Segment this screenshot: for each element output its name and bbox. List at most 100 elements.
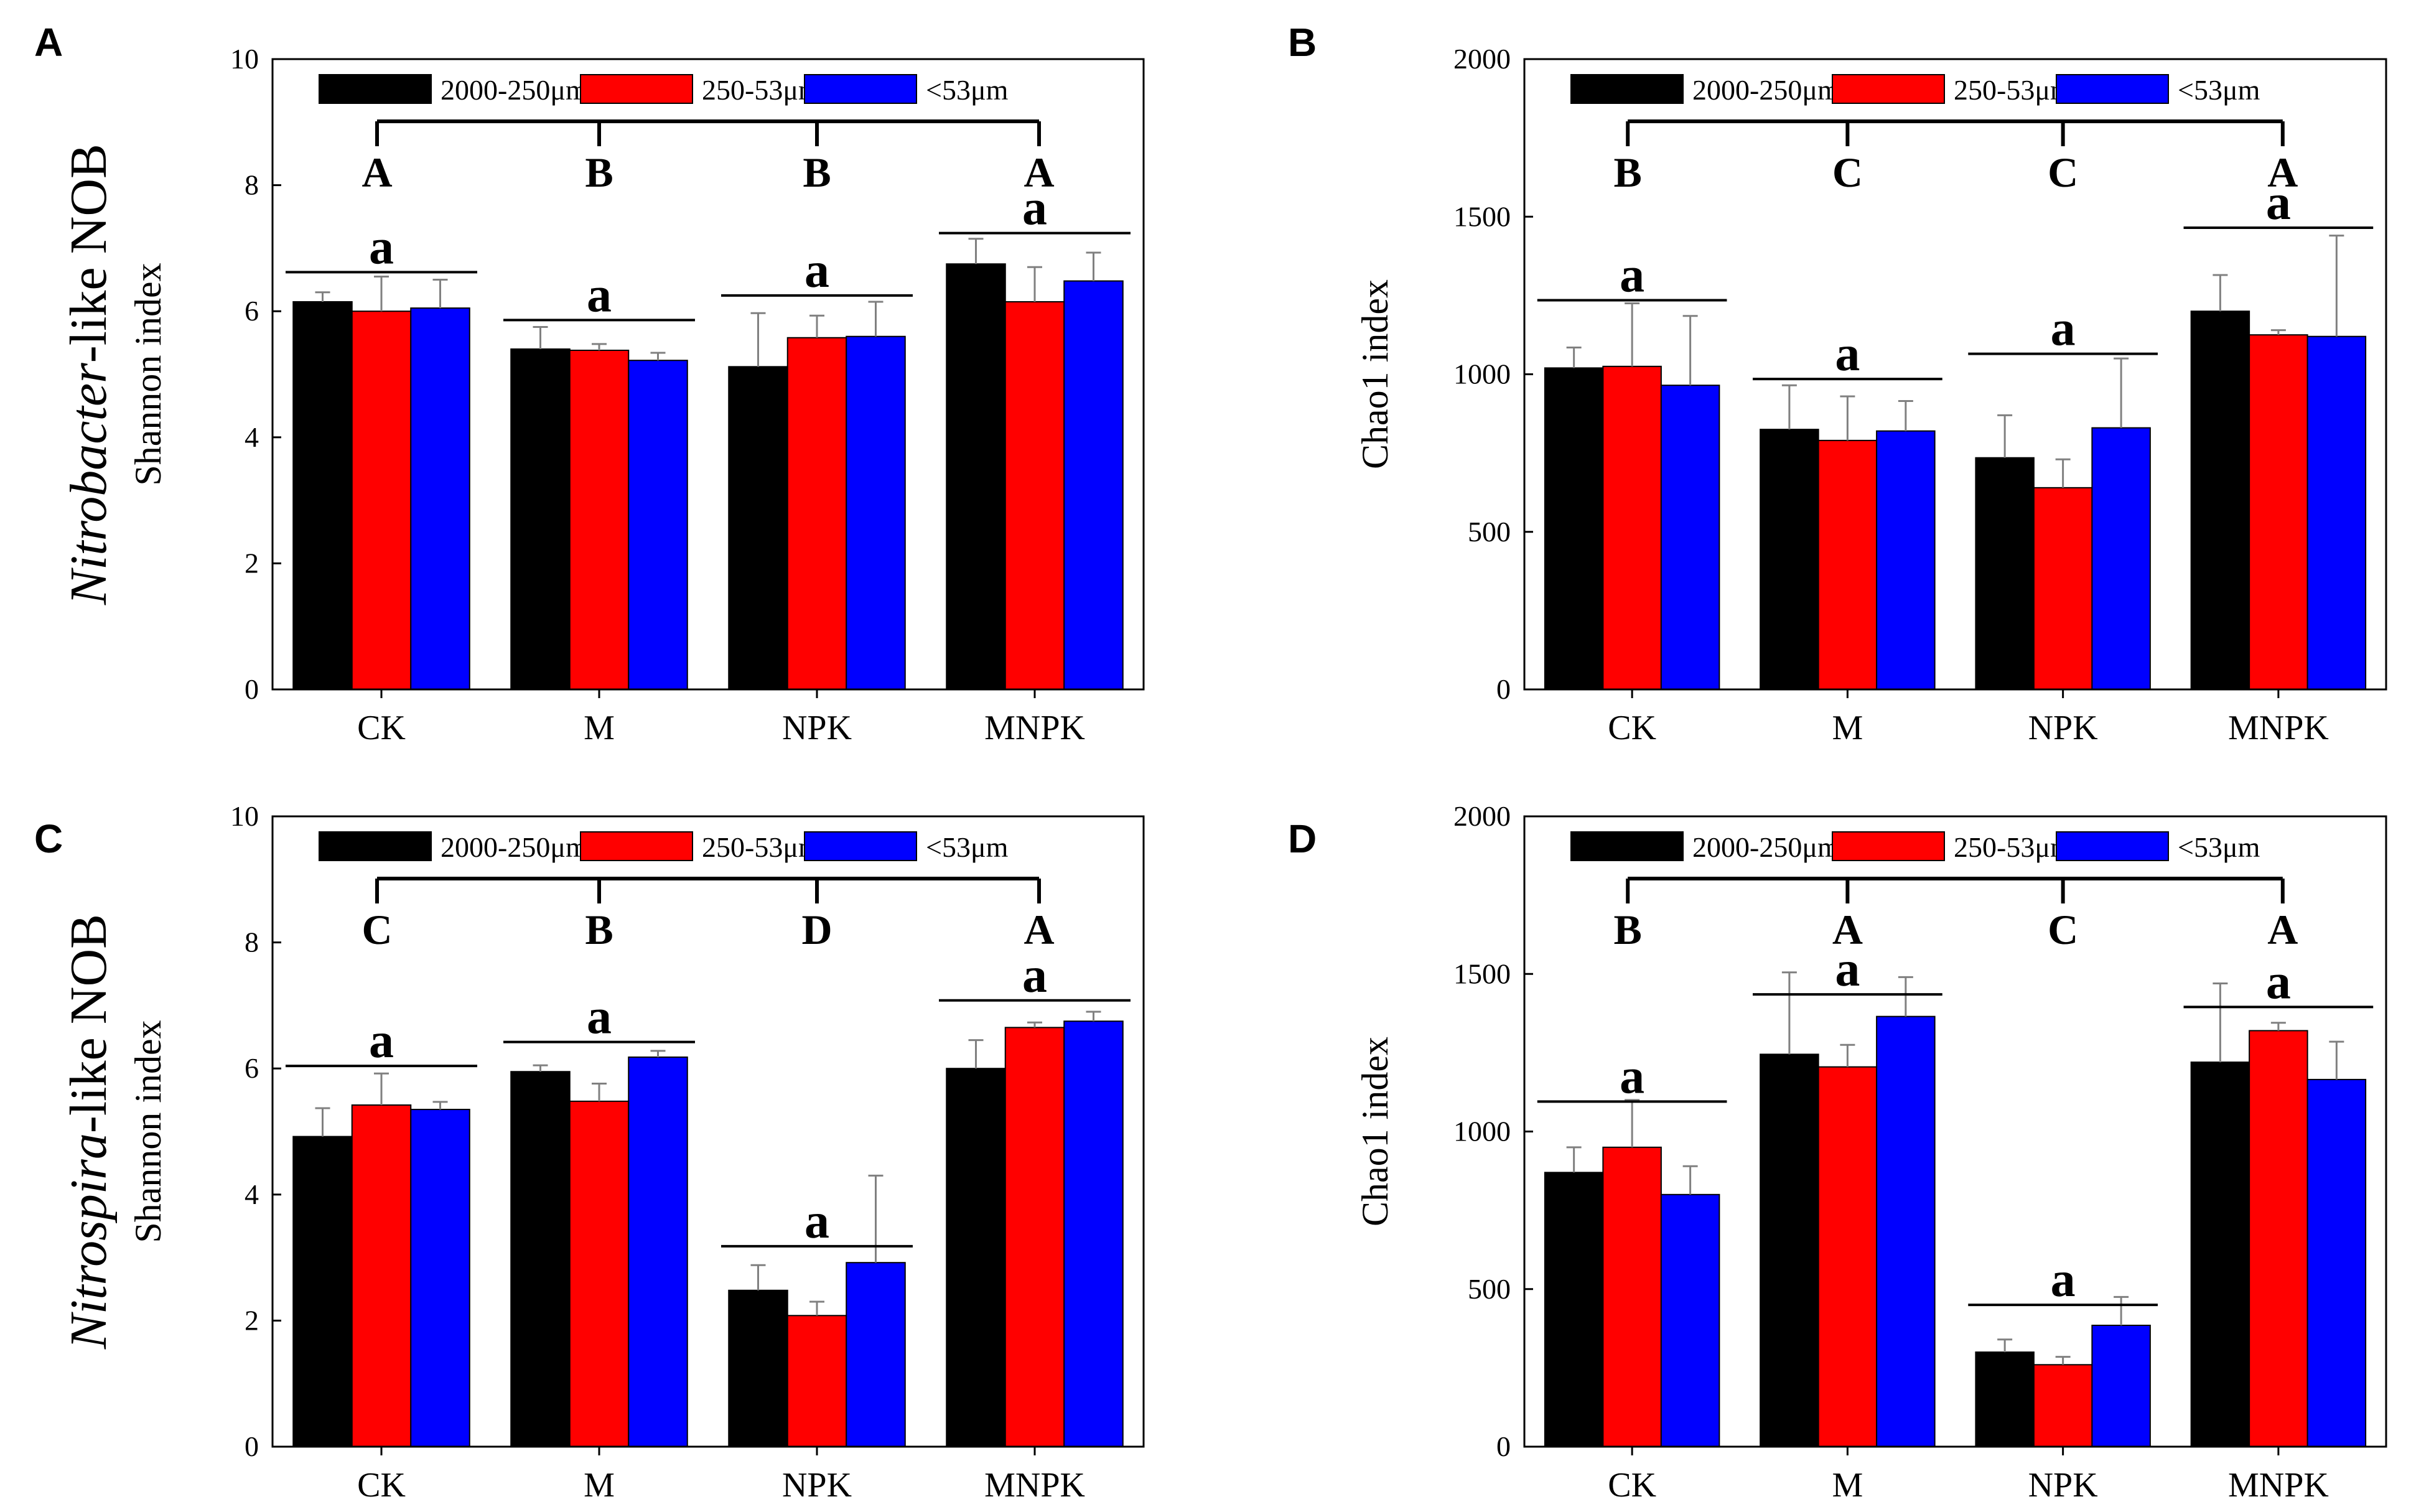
y-tick-label: 500 xyxy=(1468,516,1511,548)
group-letter-npk: C xyxy=(2048,906,2078,953)
y-tick-label: 0 xyxy=(1496,1430,1511,1462)
bar-ck-series-1 xyxy=(1544,1172,1604,1447)
within-letter-m: a xyxy=(587,990,612,1045)
bar-mnpk-series-2 xyxy=(2249,1030,2308,1448)
bar-mnpk-series-3 xyxy=(2306,335,2367,690)
bar-ck-series-3 xyxy=(1660,385,1720,690)
y-axis-label-italic: Nitrobacter xyxy=(60,363,118,605)
bar-ck-series-2 xyxy=(1602,365,1662,690)
within-letter-npk: a xyxy=(2051,1253,2076,1307)
group-letter-mnpk: A xyxy=(1024,906,1054,953)
within-letter-ck: a xyxy=(1620,248,1644,302)
y-tick-label: 2000 xyxy=(1453,800,1511,832)
x-tick-label: CK xyxy=(357,709,406,747)
bar-mnpk-series-3 xyxy=(2306,1078,2367,1447)
within-letter-mnpk: a xyxy=(2266,175,2291,230)
y-tick-label: 1500 xyxy=(1453,200,1511,232)
bar-m-series-3 xyxy=(1876,1015,1936,1447)
panel-letter: B xyxy=(1288,20,1317,65)
x-tick-label: CK xyxy=(1608,709,1656,747)
x-tick-label: NPK xyxy=(2028,1466,2098,1505)
bar-npk-series-3 xyxy=(2091,427,2151,690)
bar-npk-series-2 xyxy=(786,1315,847,1447)
y-tick-label: 6 xyxy=(245,295,259,327)
bar-m-series-2 xyxy=(569,350,630,690)
group-letter-ck: A xyxy=(361,149,392,196)
bar-npk-series-1 xyxy=(728,366,788,690)
legend-swatch-2 xyxy=(580,831,693,861)
legend-swatch-3 xyxy=(804,831,917,861)
bar-ck-series-1 xyxy=(1544,367,1604,690)
group-letter-m: B xyxy=(585,149,613,196)
bar-mnpk-series-3 xyxy=(1063,1020,1124,1447)
y-axis-label: Nitrobacter-like NOB xyxy=(60,144,118,605)
y-axis-label: Chao1 index xyxy=(1355,1037,1396,1226)
panel-letter: A xyxy=(34,20,63,65)
bar-mnpk-series-2 xyxy=(2249,334,2308,690)
group-letter-m: B xyxy=(585,906,613,953)
group-letter-ck: C xyxy=(361,906,392,953)
bar-npk-series-3 xyxy=(2091,1324,2151,1448)
bar-npk-series-2 xyxy=(2033,1364,2093,1448)
legend-swatch-3 xyxy=(2056,74,2169,104)
group-letter-npk: D xyxy=(801,906,832,953)
group-letter-m: A xyxy=(1832,906,1863,953)
group-letter-mnpk: A xyxy=(1024,149,1054,196)
legend-swatch-1 xyxy=(1570,74,1684,104)
plot-frame xyxy=(271,815,1145,1448)
bar-npk-series-2 xyxy=(2033,487,2093,691)
y-tick-label: 2 xyxy=(245,547,259,579)
legend-label-2: 250-53μm xyxy=(702,74,821,106)
y-axis-sublabel: Shannon index xyxy=(128,1020,169,1243)
legend-swatch-2 xyxy=(1832,831,1945,861)
bar-mnpk-series-2 xyxy=(1004,1027,1065,1447)
x-tick-label: CK xyxy=(357,1466,406,1505)
within-letter-npk: a xyxy=(804,1194,829,1249)
legend-swatch-3 xyxy=(2056,831,2169,861)
y-axis-label: Nitrospira-like NOB xyxy=(60,914,118,1350)
bar-npk-series-3 xyxy=(846,335,906,690)
within-letter-ck: a xyxy=(369,1014,394,1068)
bar-npk-series-1 xyxy=(1975,1351,2035,1448)
within-letter-m: a xyxy=(1835,327,1860,381)
y-axis-label-rest: -like NOB xyxy=(60,144,118,363)
legend-label-3: <53μm xyxy=(2178,74,2260,106)
y-tick-label: 10 xyxy=(230,43,259,75)
bar-ck-series-1 xyxy=(292,301,353,690)
y-tick-label: 500 xyxy=(1468,1273,1511,1305)
x-tick-label: MNPK xyxy=(2228,709,2329,747)
within-letter-m: a xyxy=(587,268,612,322)
x-tick-label: M xyxy=(584,1466,615,1505)
bar-m-series-2 xyxy=(1817,1066,1878,1447)
y-tick-label: 4 xyxy=(245,421,259,453)
x-tick-label: M xyxy=(584,709,615,747)
x-tick-label: CK xyxy=(1608,1466,1656,1505)
y-axis-label: Chao1 index xyxy=(1355,279,1396,469)
bar-m-series-2 xyxy=(569,1100,630,1447)
bar-mnpk-series-1 xyxy=(2190,310,2250,690)
y-tick-label: 2 xyxy=(245,1304,259,1336)
y-axis-label-italic: Nitrospira xyxy=(60,1133,118,1350)
y-tick-label: 1000 xyxy=(1453,1116,1511,1147)
bar-mnpk-series-1 xyxy=(946,263,1006,691)
x-tick-label: MNPK xyxy=(984,1466,1085,1505)
legend-label-3: <53μm xyxy=(2178,831,2260,863)
y-tick-label: 0 xyxy=(1496,673,1511,705)
y-tick-label: 1500 xyxy=(1453,958,1511,989)
y-tick-label: 8 xyxy=(245,926,259,958)
bar-npk-series-1 xyxy=(1975,457,2035,690)
x-tick-label: NPK xyxy=(2028,709,2098,747)
group-letter-m: C xyxy=(1832,149,1863,196)
panel-letter: D xyxy=(1288,816,1317,861)
x-tick-label: M xyxy=(1832,1466,1863,1505)
bar-m-series-1 xyxy=(510,1071,571,1447)
group-letter-ck: B xyxy=(1614,149,1642,196)
x-tick-label: MNPK xyxy=(984,709,1085,747)
bar-ck-series-3 xyxy=(1660,1193,1720,1448)
bar-mnpk-series-3 xyxy=(1063,280,1124,690)
y-tick-label: 4 xyxy=(245,1178,259,1210)
legend-label-2: 250-53μm xyxy=(1954,831,2073,863)
